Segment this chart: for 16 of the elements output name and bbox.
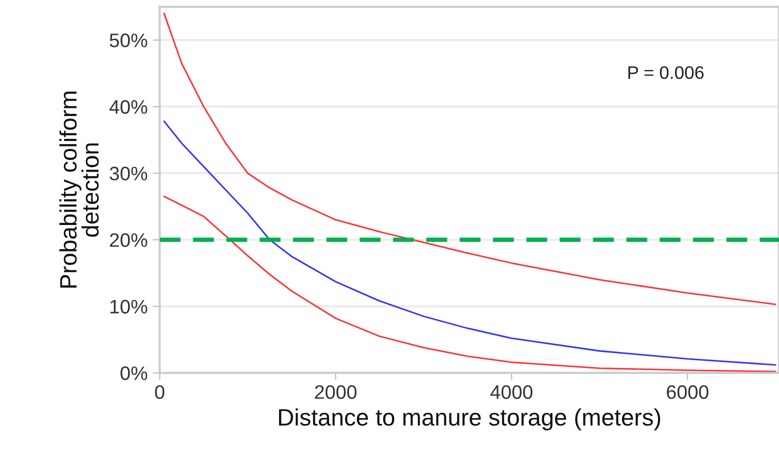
y-tick-label: 10% bbox=[110, 300, 148, 314]
y-tick-label: 40% bbox=[109, 100, 148, 114]
x-tick-label: 2000 bbox=[314, 385, 357, 399]
line-series bbox=[163, 12, 776, 306]
y-axis-title: Probability coliform detection bbox=[59, 92, 99, 288]
line-series bbox=[163, 120, 776, 366]
x-axis-title: Distance to manure storage (meters) bbox=[279, 408, 660, 430]
line-series bbox=[163, 196, 776, 372]
annotation: P = 0.006 bbox=[628, 66, 704, 79]
x-tick-label: 4000 bbox=[490, 385, 532, 399]
x-tick-label: 6000 bbox=[666, 385, 708, 399]
y-tick-label: 30% bbox=[110, 166, 148, 180]
x-tick-label: 0 bbox=[155, 385, 164, 399]
y-tick-label: 0% bbox=[120, 366, 148, 380]
y-tick-label: 20% bbox=[110, 233, 148, 247]
y-tick-label: 50% bbox=[110, 34, 148, 48]
